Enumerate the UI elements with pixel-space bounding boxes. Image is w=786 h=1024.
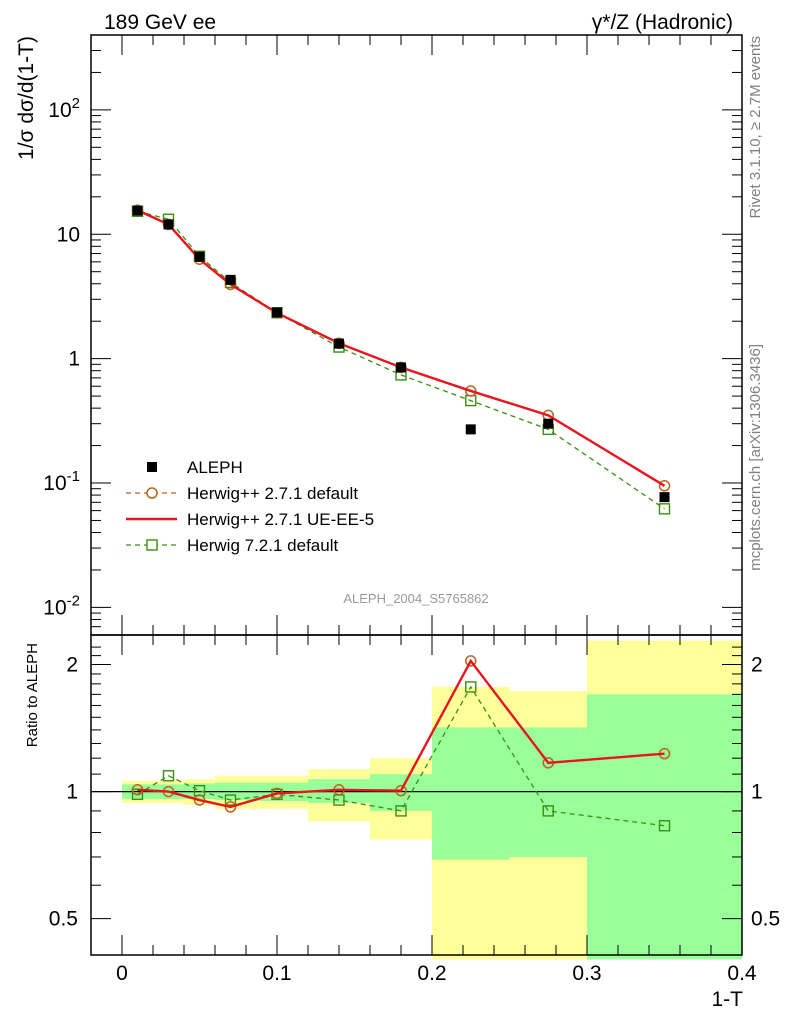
main-series-2-line [137, 209, 666, 487]
analysis-label: ALEPH_2004_S5765862 [343, 591, 488, 606]
ratio-series-2-line [137, 685, 665, 827]
legend: ALEPH Herwig++ 2.7.1 default Herwig++ 2.7.… [126, 458, 374, 555]
legend-marker [146, 539, 158, 551]
header-left: 189 GeV ee [104, 11, 216, 34]
legend-label: ALEPH [187, 458, 243, 477]
legend-label: Herwig++ 2.7.1 default [187, 484, 358, 503]
legend-marker [147, 462, 157, 472]
ratio-series-2-point [465, 681, 477, 693]
main-series-0-point [659, 492, 670, 503]
main-series-3-line [137, 210, 665, 510]
legend-marker [146, 487, 158, 499]
ratio-series-2-point [658, 820, 671, 832]
ratio-series-2-point [395, 805, 407, 817]
ratio-plot-marks: 0 0.1 0.2 0.3 0.4 0.5 0.5 1 1 2 2 [49, 35, 780, 985]
header-right: γ*/Z (Hadronic) [592, 11, 733, 34]
y-tick-label: 10-1 [43, 468, 80, 495]
ratio-series-2-point [542, 805, 554, 817]
x-axis-title: 1-T [712, 988, 744, 1011]
y-tick-label: 1 [68, 348, 80, 371]
y-tick-label: 102 [48, 95, 80, 122]
ratio-y-tick-label: 1 [66, 781, 78, 804]
main-series-0-point [396, 362, 406, 373]
legend-label: Herwig 7.2.1 default [187, 536, 338, 555]
ratio-y-tick-label-right: 1 [751, 781, 763, 804]
stat-uncertainty-band [432, 727, 510, 860]
main-plot-marks: 10-2 10-1 1 10 102 [43, 34, 743, 636]
x-tick-label: 0.3 [572, 962, 601, 985]
ratio-y-axis-title: Ratio to ALEPH [24, 643, 41, 747]
ratio-y-tick-label: 0.5 [49, 908, 78, 931]
ratio-series-1-line [137, 658, 665, 809]
ratio-series-2-point [131, 788, 144, 801]
main-series-0-point [194, 251, 205, 262]
main-series-1-point [465, 385, 477, 397]
ratio-y-tick-label-right: 0.5 [751, 908, 780, 931]
mcplots-label: mcplots.cern.ch [arXiv:1306.3436] [747, 344, 764, 571]
y-tick-label: 10-2 [43, 592, 80, 619]
legend-label: Herwig++ 2.7.1 UE-EE-5 [187, 510, 374, 529]
ratio-y-tick-label: 2 [66, 654, 78, 677]
x-tick-label: 0.2 [417, 962, 446, 985]
stat-uncertainty-band [370, 774, 432, 811]
main-series-0-point [225, 274, 236, 285]
main-series-0-point [132, 205, 143, 216]
ratio-plot-frame [90, 634, 743, 956]
x-tick-label: 0.1 [262, 962, 291, 985]
stat-uncertainty-band [587, 694, 742, 960]
x-tick-label: 0.4 [727, 962, 757, 985]
ratio-series-2-point [224, 794, 237, 806]
x-tick-label: 0 [116, 962, 128, 985]
main-series-1-line [137, 209, 665, 487]
rivet-version-label: Rivet 3.1.10, ≥ 2.7M events [747, 36, 764, 219]
y-tick-label: 10 [57, 223, 80, 246]
ratio-series-0-point [465, 655, 477, 667]
main-series-0-point [543, 418, 554, 429]
main-y-axis-title: 1/σ dσ/d(1-T) [15, 36, 38, 160]
main-series-0-point [334, 338, 344, 349]
main-series-1-point [658, 480, 671, 492]
main-series-0-point [272, 307, 282, 318]
main-series-0-point [163, 219, 174, 230]
ratio-series-2-point [162, 770, 175, 782]
main-series-0-point [465, 424, 476, 435]
main-series-3-point [658, 503, 671, 515]
ratio-y-tick-label-right: 2 [751, 654, 763, 677]
